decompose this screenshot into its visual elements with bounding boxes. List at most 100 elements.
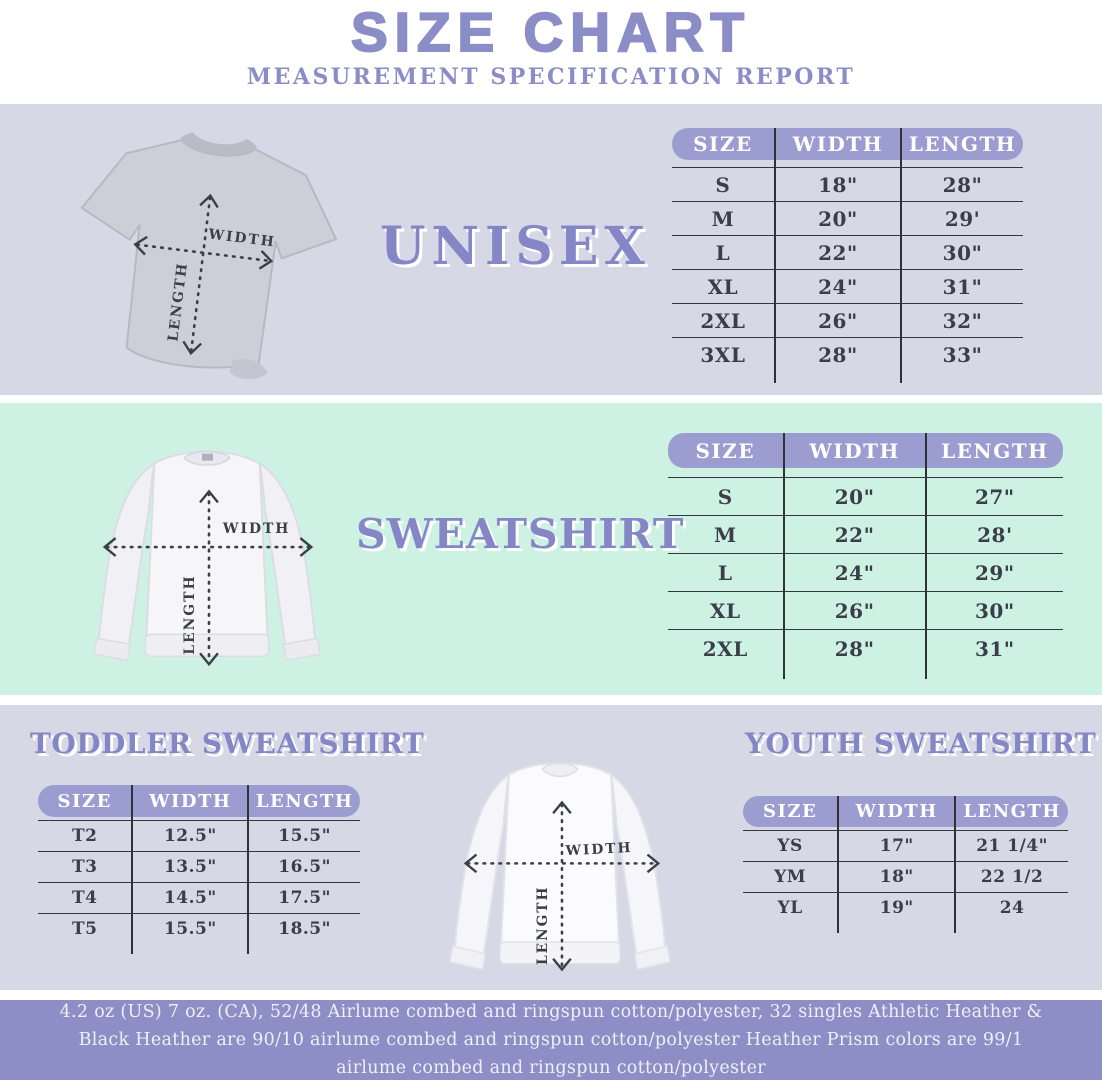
table-spacer: [672, 160, 774, 167]
width-column-header: WIDTH: [782, 433, 925, 468]
length-arrow: [189, 196, 212, 353]
table-cell: 31": [900, 269, 1023, 303]
length-column-header: LENGTH: [900, 128, 1023, 160]
table-cell: 2XL: [668, 629, 783, 667]
unisex-size-table: SIZE WIDTH LENGTH S 18" 28" M 20" 29' L 22" 30" X…: [672, 128, 1023, 383]
table-cell: S: [672, 167, 774, 201]
table-cell: 21 1/4": [954, 830, 1068, 861]
table-cell: XL: [668, 591, 783, 629]
youth-size-table: SIZE WIDTH LENGTH YS 17" 21 1/4" YM 18" 22 1/…: [743, 796, 1068, 933]
size-column-header: SIZE: [668, 433, 783, 468]
table-cell: 30": [924, 591, 1063, 629]
table-cell: 22 1/2: [954, 861, 1068, 892]
fabric-info-text: 4.2 oz (US) 7 oz. (CA), 52/48 Airlume co…: [59, 1002, 1043, 1078]
table-cell: 18": [773, 167, 901, 201]
length-column-header: LENGTH: [924, 433, 1063, 468]
table-spacer: [954, 827, 1068, 830]
table-cell: 29": [924, 553, 1063, 591]
youth-sweatshirt-label: YOUTH SWEATSHIRT: [745, 727, 1097, 760]
table-cell: 20": [773, 201, 901, 235]
table-cell: 27": [924, 477, 1063, 515]
footer: 4.2 oz (US) 7 oz. (CA), 52/48 Airlume co…: [0, 1000, 1102, 1080]
table-tail: [672, 371, 774, 383]
kid-sweatshirt-illustration: WIDTH LENGTH: [449, 762, 671, 972]
length-arrowhead-top: [199, 489, 219, 504]
table-tail: [954, 923, 1068, 933]
table-spacer: [668, 468, 783, 477]
table-tail: [900, 371, 1023, 383]
page-subtitle: MEASUREMENT SPECIFICATION REPORT: [246, 64, 856, 90]
length-arrowhead-top: [199, 193, 219, 209]
table-tail: [247, 944, 360, 954]
width-column-header: WIDTH: [773, 128, 901, 160]
table-cell: 15.5": [131, 913, 248, 944]
table-tail: [924, 667, 1063, 679]
table-cell: 24": [773, 269, 901, 303]
table-cell: 32": [900, 303, 1023, 337]
table-cell: 15.5": [247, 820, 360, 851]
unisex-label: UNISEX: [380, 216, 651, 277]
table-cell: 18.5": [247, 913, 360, 944]
table-cell: 14.5": [131, 882, 248, 913]
length-label: LENGTH: [535, 886, 551, 965]
table-cell: YL: [743, 892, 838, 923]
table-cell: YM: [743, 861, 838, 892]
width-arrowhead-right: [646, 853, 661, 874]
table-cell: 3XL: [672, 337, 774, 371]
kid-right-sleeve: [609, 772, 667, 957]
length-arrowhead-bottom: [199, 652, 219, 667]
width-label: WIDTH: [222, 521, 291, 537]
length-arrowhead-bottom: [552, 957, 572, 972]
tshirt-collar: [180, 132, 258, 156]
table-tail: [131, 944, 247, 954]
kid-right-cuff: [633, 945, 671, 971]
sweatshirt-right-sleeve: [258, 461, 317, 648]
size-column-header: SIZE: [672, 128, 774, 160]
kid-collar: [541, 762, 579, 778]
tshirt-knot: [229, 359, 268, 380]
table-cell: 13.5": [131, 851, 248, 882]
length-arrowhead-top: [552, 800, 572, 815]
table-tail: [38, 944, 131, 954]
table-tail: [668, 667, 783, 679]
table-tail: [782, 667, 925, 679]
width-arrowhead-left: [133, 235, 148, 256]
table-cell: 29': [900, 201, 1023, 235]
width-arrowhead-left: [463, 853, 478, 874]
kid-left-cuff: [449, 945, 487, 971]
table-cell: L: [668, 553, 783, 591]
table-spacer: [900, 160, 1023, 167]
table-cell: L: [672, 235, 774, 269]
table-tail: [837, 923, 954, 933]
table-cell: 28": [782, 629, 925, 667]
page-title: SIZE CHART: [350, 1, 751, 63]
table-cell: 28": [773, 337, 901, 371]
table-cell: 22": [773, 235, 901, 269]
table-cell: M: [668, 515, 783, 553]
length-arrowhead-bottom: [182, 340, 202, 356]
width-arrow: [135, 243, 271, 263]
table-spacer: [837, 827, 954, 830]
tshirt-body: [80, 139, 338, 369]
table-cell: 26": [773, 303, 901, 337]
table-cell: 2XL: [672, 303, 774, 337]
sweatshirt-body: [145, 450, 269, 638]
toddler-sweatshirt-label: TODDLER SWEATSHIRT: [30, 727, 425, 760]
table-cell: 33": [900, 337, 1023, 371]
table-cell: 30": [900, 235, 1023, 269]
table-cell: 20": [782, 477, 925, 515]
table-cell: T5: [38, 913, 132, 944]
sweatshirt-right-cuff: [282, 637, 322, 662]
sweatshirt-size-table: SIZE WIDTH LENGTH S 20" 27" M 22" 28' L 24" 29" X…: [668, 433, 1063, 679]
table-cell: T2: [38, 820, 132, 851]
table-cell: 26": [782, 591, 925, 629]
toddler-size-table: SIZE WIDTH LENGTH T2 12.5" 15.5" T3 13.5" 16.…: [38, 785, 360, 954]
table-cell: 18": [837, 861, 955, 892]
width-arrowhead-right: [299, 537, 314, 557]
table-cell: T4: [38, 882, 132, 913]
tshirt-illustration: WIDTH LENGTH: [80, 132, 338, 380]
kid-left-sleeve: [453, 772, 511, 957]
width-column-header: WIDTH: [131, 785, 248, 817]
width-arrowhead-left: [102, 537, 117, 557]
